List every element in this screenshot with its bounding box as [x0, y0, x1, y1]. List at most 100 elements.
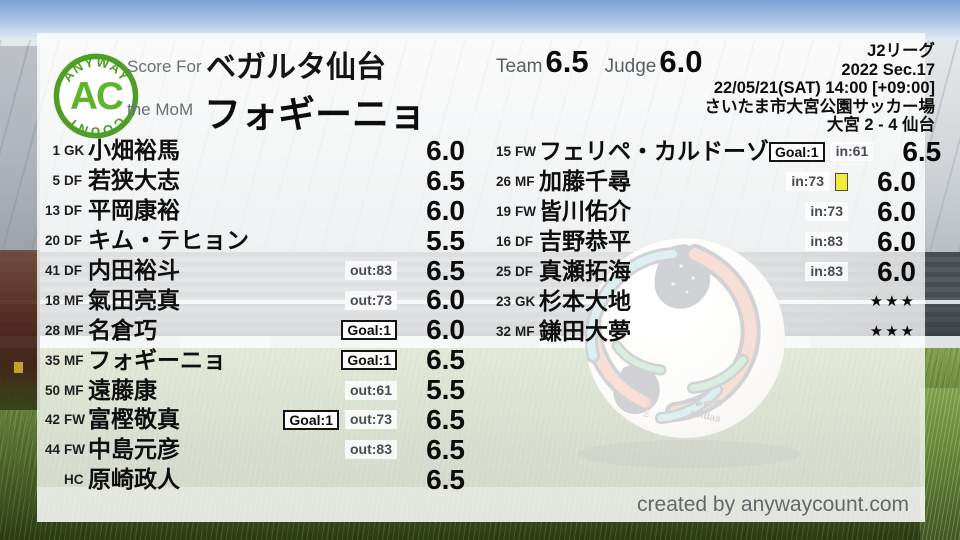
judge-score-label: Judge [604, 56, 657, 77]
team-name: ベガルタ仙台 [206, 51, 386, 84]
player-badges: Goal:1 in:61 [769, 141, 874, 162]
substitution-badge: out:83 [345, 440, 397, 460]
season-section: 2022 Sec.17 [841, 60, 935, 79]
substitution-badge: in:73 [786, 172, 829, 192]
player-badges: in:83 [805, 262, 848, 281]
player-row: 13 DF 平岡康裕 6.0 [40, 196, 465, 226]
credit-text: created by anywaycount.com [637, 492, 909, 516]
player-row: HC 原崎政人 6.5 [40, 465, 465, 495]
player-number: 23 [495, 293, 511, 309]
player-badges: Goal:1 [341, 350, 397, 371]
player-rating: 6.5 [426, 344, 465, 376]
player-position: FW [515, 204, 536, 220]
goal-badge: Goal:1 [341, 350, 397, 371]
player-name: 真瀬拓海 [539, 258, 631, 284]
player-name: 小畑裕馬 [88, 137, 180, 164]
judge-score-value: 6.0 [659, 44, 703, 79]
left-stand-structure [0, 250, 40, 410]
player-badges: Goal:1 [341, 320, 397, 341]
final-score: 大宮 2 - 4 仙台 [826, 116, 935, 135]
player-rating: 5.5 [426, 224, 465, 256]
player-rating: 6.5 [902, 135, 942, 167]
player-badges: Goal:1 out:73 [283, 409, 397, 430]
player-name: キム・テヒョン [88, 227, 249, 254]
player-number: 5 [52, 173, 60, 189]
player-number: 25 [495, 264, 511, 279]
player-name: 内田裕斗 [88, 257, 180, 283]
player-name: フェリペ・カルドーゾ [539, 138, 769, 165]
substitution-badge: in:83 [805, 232, 848, 252]
player-row: 1 GK 小畑裕馬 6.0 [40, 136, 465, 166]
player-rating: 6.5 [426, 433, 465, 465]
player-position: DF [64, 233, 82, 249]
player-row: 5 DF 若狭大志 6.5 [40, 166, 465, 196]
player-position: MF [64, 352, 84, 368]
yellow-card-icon [835, 172, 848, 191]
player-row: 16 DF 吉野恭平 in:83 6.0 [491, 227, 916, 257]
player-row: 23 GK 杉本大地 ★★★ [491, 286, 916, 316]
player-position: MF [64, 292, 84, 308]
substitution-badge: in:73 [805, 202, 848, 222]
player-rating: 6.5 [426, 403, 465, 435]
team-score-label: Team [496, 56, 543, 77]
player-row: 15 FW フェリペ・カルドーゾ Goal:1 in:61 6.5 [491, 137, 941, 167]
player-row: 26 MF 加藤千尋 in:73 6.0 [491, 167, 916, 197]
player-row: 18 MF 氣田亮真 out:73 6.0 [40, 285, 465, 315]
anywaycount-logo: ANYWAY COUNT AC [53, 53, 139, 139]
player-rating: 5.5 [426, 374, 465, 406]
player-row: 32 MF 鎌田大夢 ★★★ [491, 316, 916, 346]
substitution-badge: out:73 [345, 290, 397, 310]
team-score-value: 6.5 [545, 44, 589, 79]
match-info-block: J2リーグ 2022 Sec.17 22/05/21(SAT) 14:00 [+… [704, 42, 935, 135]
player-number: 16 [495, 234, 511, 250]
player-position: DF [64, 173, 82, 189]
player-rating: 6.0 [426, 194, 465, 226]
left-roof-shade [0, 46, 40, 252]
footer-band: created by anywaycount.com [37, 487, 925, 522]
player-name: 若狭大志 [88, 167, 180, 194]
player-name: 富樫敬真 [88, 406, 180, 433]
team-judge-scores: Team 6.5 Judge 6.0 [496, 46, 718, 78]
substitution-badge: out:61 [345, 380, 397, 400]
player-number: 42 [44, 412, 60, 428]
venue: さいたま市大宮公園サッカー場 [704, 97, 935, 116]
player-number: 18 [44, 292, 60, 308]
mom-name: フォギーニョ [204, 94, 426, 135]
player-position: MF [515, 174, 535, 190]
player-rating: 6.0 [877, 165, 916, 197]
player-position: MF [64, 382, 84, 398]
player-position: DF [515, 234, 533, 250]
player-row: 50 MF 遠藤康 out:61 5.5 [40, 375, 465, 405]
goal-badge: Goal:1 [769, 141, 825, 162]
player-name: 皆川佑介 [539, 198, 631, 225]
player-position: FW [64, 412, 85, 428]
player-row: 42 FW 富樫敬真 Goal:1 out:73 6.5 [40, 405, 465, 435]
player-rating: 6.5 [426, 164, 465, 196]
player-row: 41 DF 内田裕斗 out:83 6.5 [40, 256, 465, 286]
substitution-badge: in:61 [830, 142, 874, 162]
player-number: 19 [495, 204, 511, 220]
player-position: MF [515, 323, 535, 339]
player-name: 加藤千尋 [539, 168, 631, 195]
player-rating: 6.0 [426, 134, 465, 166]
player-row: 20 DF キム・テヒョン 5.5 [40, 226, 465, 256]
player-number: 28 [44, 322, 60, 338]
player-number: 44 [44, 442, 60, 458]
player-number: 1 [52, 143, 60, 159]
league-name: J2リーグ [867, 42, 935, 60]
player-name: 鎌田大夢 [539, 317, 631, 344]
player-number: 15 [495, 144, 511, 160]
white-wash-overlay [37, 33, 925, 522]
player-row: 25 DF 真瀬拓海 in:83 6.0 [491, 257, 916, 287]
player-number: 32 [495, 323, 511, 339]
substitution-badge: in:83 [805, 262, 848, 281]
player-rating: 6.0 [426, 284, 465, 316]
player-rating: 6.0 [877, 225, 916, 257]
player-position: DF [64, 203, 82, 219]
player-position: GK [64, 143, 85, 159]
player-badges: out:83 [345, 440, 397, 460]
player-position: FW [64, 442, 85, 458]
player-badges: in:83 [805, 232, 848, 252]
goal-badge: Goal:1 [341, 320, 397, 341]
player-rating: 6.5 [426, 463, 465, 495]
